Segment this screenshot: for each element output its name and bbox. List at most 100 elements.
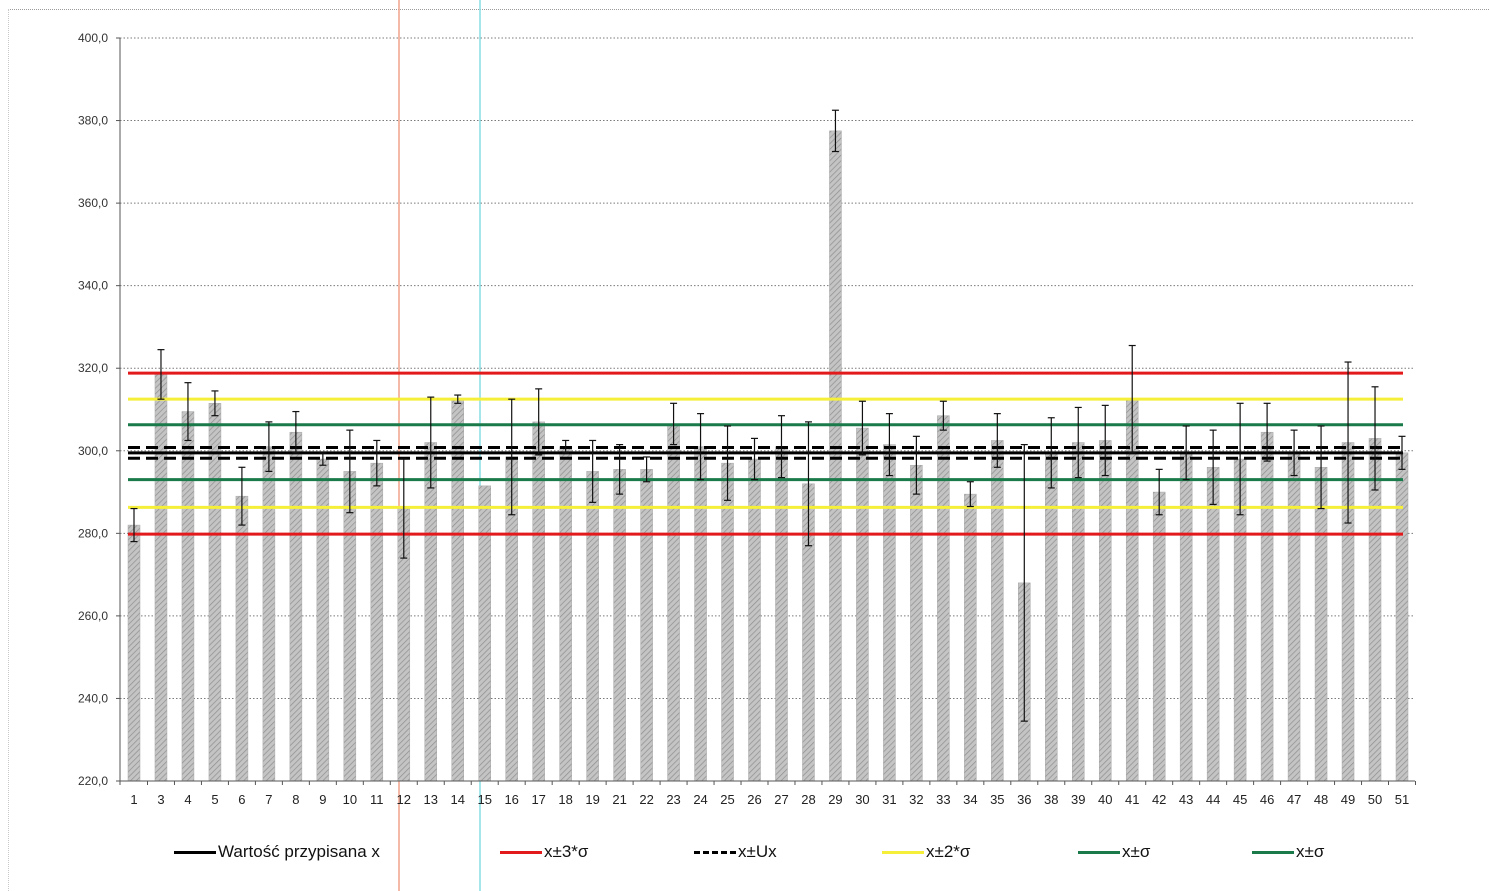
x-tick-label-24: 24	[693, 792, 707, 807]
x-tick-label-33: 33	[936, 792, 950, 807]
error-bar-38	[1047, 417, 1055, 489]
legend-label-sigma-2: x±σ	[1296, 842, 1325, 861]
bar-13	[424, 442, 438, 782]
x-tick-label-26: 26	[747, 792, 761, 807]
legend-swatch-3-sigma	[500, 850, 542, 854]
axes	[116, 37, 1416, 785]
x-tick-label-49: 49	[1341, 792, 1355, 807]
error-bar-21	[616, 443, 624, 495]
error-bar-49	[1344, 361, 1352, 524]
error-bar-31	[885, 413, 893, 477]
x-tick-label-48: 48	[1314, 792, 1328, 807]
error-bar-18	[562, 439, 570, 454]
y-tick-label-6: 340,0	[78, 279, 108, 293]
error-bar-22	[643, 456, 651, 483]
bar-3	[154, 374, 168, 782]
error-bar-16	[508, 398, 516, 516]
x-tick-label-1: 1	[130, 792, 137, 807]
error-bar-33	[939, 400, 947, 431]
error-bar-10	[346, 429, 354, 514]
x-tick-label-45: 45	[1233, 792, 1247, 807]
bar-17	[532, 421, 545, 782]
x-tick-label-43: 43	[1179, 792, 1193, 807]
bar-51	[1395, 452, 1409, 782]
bar-18	[559, 446, 572, 782]
x-tick-label-40: 40	[1098, 792, 1112, 807]
x-tick-label-29: 29	[828, 792, 842, 807]
x-tick-label-12: 12	[397, 792, 411, 807]
bar-8	[289, 431, 303, 782]
error-bar-39	[1074, 406, 1082, 479]
legend-swatch-ux	[694, 850, 736, 854]
x-tick-label-14: 14	[451, 792, 465, 807]
legend-label-ux: x±Ux	[738, 842, 777, 861]
error-bar-30	[858, 400, 866, 456]
legend: Wartość przypisana x x±3*σ x±Ux x±2*σ x±…	[170, 838, 1370, 866]
x-tick-label-32: 32	[909, 792, 923, 807]
x-tick-label-47: 47	[1287, 792, 1301, 807]
y-tick-label-8: 380,0	[78, 114, 108, 128]
x-tick-label-13: 13	[424, 792, 438, 807]
bar-5	[208, 403, 222, 782]
legend-label-3-sigma: x±3*σ	[544, 842, 589, 861]
x-tick-label-19: 19	[585, 792, 599, 807]
bar-29	[829, 130, 842, 782]
x-tick-label-16: 16	[504, 792, 518, 807]
y-tick-label-9: 400,0	[78, 31, 108, 45]
error-bar-45	[1236, 402, 1244, 516]
x-tick-label-31: 31	[882, 792, 896, 807]
x-tick-label-9: 9	[319, 792, 326, 807]
x-tick-label-22: 22	[639, 792, 653, 807]
error-bar-8	[292, 410, 300, 454]
y-tick-label-5: 320,0	[78, 361, 108, 375]
bar-39	[1072, 442, 1085, 782]
bar-7	[262, 446, 276, 782]
bar-15	[478, 485, 491, 782]
y-tick-label-2: 260,0	[78, 609, 108, 623]
legend-item-2-sigma: x±2*σ	[882, 838, 970, 866]
error-bar-9	[319, 452, 327, 466]
error-bar-34	[966, 481, 974, 508]
y-tick-label-3: 280,0	[78, 526, 108, 540]
legend-item-3-sigma: x±3*σ	[500, 838, 588, 866]
bar-27	[775, 446, 788, 782]
bar-47	[1287, 452, 1301, 782]
error-bar-47	[1290, 429, 1298, 477]
legend-swatch-2-sigma	[882, 850, 924, 854]
vertical-markers	[398, 0, 481, 891]
y-tick-label-4: 300,0	[78, 444, 108, 458]
bar-25	[721, 462, 734, 782]
error-bar-5	[211, 390, 219, 417]
error-bar-28	[804, 421, 812, 547]
x-tick-label-35: 35	[990, 792, 1004, 807]
bar-38	[1045, 452, 1058, 782]
x-tick-label-25: 25	[720, 792, 734, 807]
bar-41	[1125, 398, 1139, 782]
bar-46	[1260, 431, 1274, 782]
y-tick-label-0: 220,0	[78, 774, 108, 788]
error-bar-43	[1182, 425, 1190, 481]
x-tick-label-8: 8	[292, 792, 299, 807]
bar-21	[613, 469, 626, 782]
error-bar-13	[427, 396, 435, 489]
bar-32	[910, 464, 923, 782]
error-bar-40	[1101, 404, 1109, 477]
error-bar-23	[670, 402, 678, 446]
error-bar-1	[130, 507, 138, 543]
legend-item-sigma-2: x±σ	[1252, 838, 1324, 866]
y-tick-label-1: 240,0	[78, 691, 108, 705]
x-tick-label-38: 38	[1044, 792, 1058, 807]
error-bar-32	[912, 435, 920, 495]
x-tick-label-23: 23	[666, 792, 680, 807]
error-bar-3	[157, 349, 165, 400]
x-tick-label-36: 36	[1017, 792, 1031, 807]
x-tick-label-5: 5	[211, 792, 218, 807]
x-tick-label-34: 34	[963, 792, 977, 807]
error-bar-6	[238, 466, 246, 526]
error-bar-50	[1371, 386, 1379, 491]
bar-11	[370, 462, 384, 782]
error-bar-42	[1155, 468, 1163, 516]
bar-33	[937, 415, 950, 782]
bar-48	[1314, 467, 1328, 782]
